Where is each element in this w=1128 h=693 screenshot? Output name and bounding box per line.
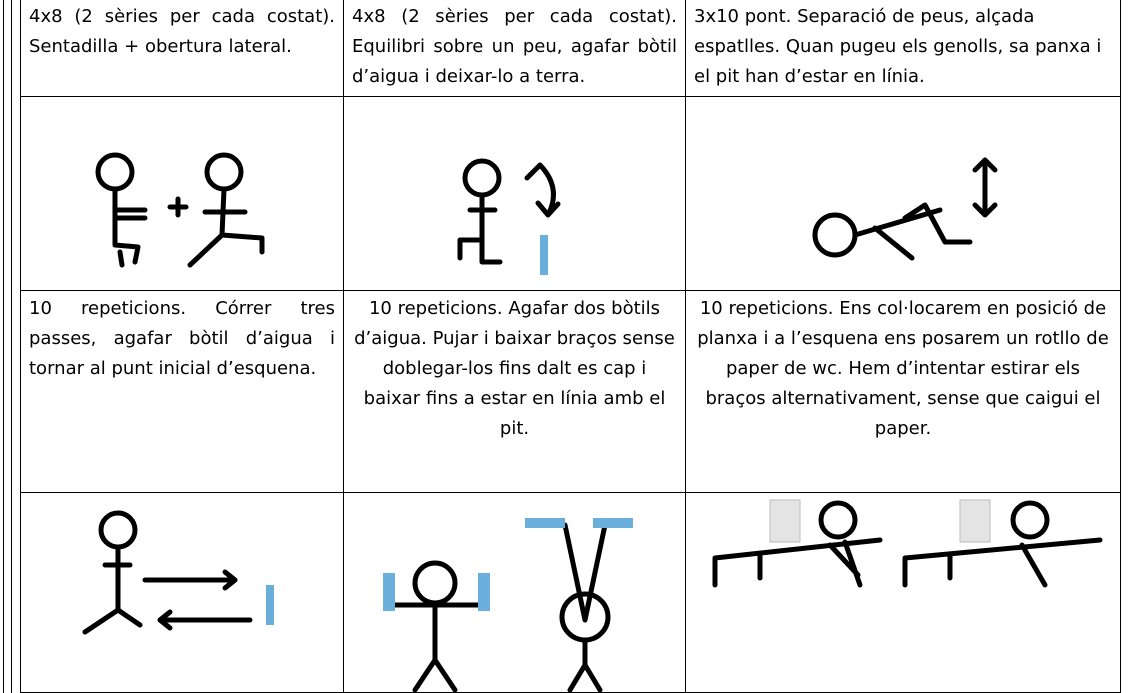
exercise-figure: [82, 510, 253, 635]
exercise-figure: [712, 500, 1103, 588]
exercise-figure: [457, 158, 561, 265]
border: [343, 0, 344, 693]
border: [1120, 0, 1121, 693]
border: [685, 0, 686, 693]
border: [11, 0, 12, 693]
cell-text: 10 repeticions. Ens col·locarem en posic…: [697, 298, 1109, 439]
cell-text: 3x10 pont. Separació de peus, alçada esp…: [694, 6, 1102, 87]
border: [20, 0, 21, 693]
cell-text: 4x8 (2 sèries per cada costat). Equilibr…: [352, 6, 677, 87]
bottle: [266, 585, 274, 625]
exercise-figure: [387, 522, 611, 693]
bottle: [383, 518, 633, 611]
cell-text: 10 repeticions. Córrer tres passes, agaf…: [29, 298, 335, 379]
border: [20, 492, 1121, 493]
border: [3, 0, 4, 693]
bottle: [540, 235, 548, 275]
exercise-figure: [95, 152, 265, 268]
border: [20, 96, 1121, 97]
border: [20, 290, 1121, 291]
exercise-figure: [812, 157, 998, 261]
toilet-paper: [769, 499, 991, 543]
cell-text: 4x8 (2 sèries per cada costat). Sentadil…: [29, 6, 335, 57]
cell-text: 10 repeticions. Agafar dos bòtils d’aigu…: [354, 298, 675, 439]
